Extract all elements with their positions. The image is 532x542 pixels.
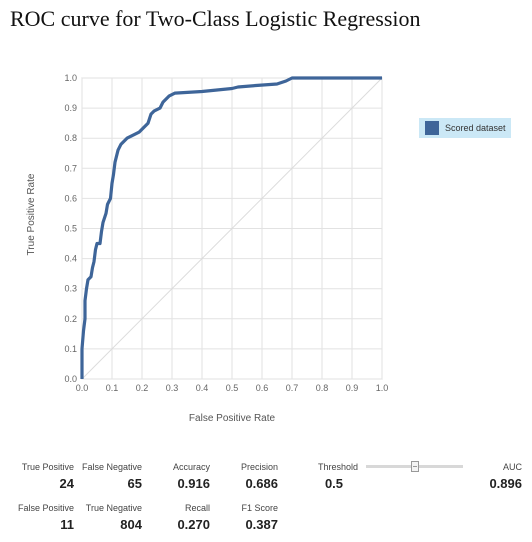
y-tick-label: 1.0	[64, 73, 77, 83]
metric-value: 0.916	[177, 476, 210, 491]
metric-label: Precision	[240, 462, 278, 472]
metric-precision: Precision 0.686	[228, 462, 278, 491]
roc-series-line	[80, 76, 382, 379]
threshold-slider[interactable]	[366, 461, 463, 473]
y-tick-label: 0.0	[64, 374, 77, 384]
metric-value: 65	[127, 476, 142, 491]
y-tick-label: 0.5	[64, 224, 77, 234]
x-tick-label: 0.4	[196, 383, 209, 393]
diagonal-reference-line	[81, 77, 383, 380]
x-tick-label: 1.0	[376, 383, 389, 393]
metric-label: True Negative	[85, 503, 142, 513]
legend-item-scored-dataset[interactable]: Scored dataset	[419, 118, 511, 138]
metric-label: Accuracy	[172, 462, 210, 472]
y-axis-label: True Positive Rate	[26, 173, 37, 255]
legend-swatch	[425, 121, 439, 135]
chart-title: ROC curve for Two-Class Logistic Regress…	[10, 6, 421, 31]
x-tick-label: 0.8	[316, 383, 329, 393]
x-tick-label: 0.0	[76, 383, 89, 393]
y-tick-label: 0.1	[64, 344, 77, 354]
metric-value: 0.5	[324, 476, 344, 491]
metric-value: 0.387	[245, 517, 278, 532]
slider-thumb[interactable]	[410, 461, 419, 472]
y-tick-label: 0.6	[64, 193, 77, 203]
metric-accuracy: Accuracy 0.916	[160, 462, 210, 491]
metric-true-negative: True Negative 804	[80, 503, 142, 532]
metric-f1-score: F1 Score 0.387	[228, 503, 278, 532]
y-tick-label: 0.4	[64, 254, 77, 264]
x-tick-label: 0.9	[346, 383, 359, 393]
metric-value: 11	[60, 517, 74, 532]
y-tick-label: 0.7	[64, 163, 77, 173]
x-tick-label: 0.6	[256, 383, 269, 393]
x-tick-label: 0.5	[226, 383, 239, 393]
x-tick-label: 0.7	[286, 383, 299, 393]
metric-false-positive: False Positive 11	[14, 503, 74, 532]
metric-label: False Negative	[81, 462, 142, 472]
metric-false-negative: False Negative 65	[80, 462, 142, 491]
metric-label: Recall	[184, 503, 210, 513]
metric-true-positive: True Positive 24	[18, 462, 74, 491]
y-tick-label: 0.3	[64, 284, 77, 294]
x-tick-label: 0.2	[136, 383, 149, 393]
metric-value: 0.686	[245, 476, 278, 491]
metric-label: F1 Score	[241, 503, 278, 513]
y-tick-label: 0.9	[64, 103, 77, 113]
metric-label: True Positive	[21, 462, 74, 472]
y-tick-label: 0.2	[64, 314, 77, 324]
metric-value: 0.896	[489, 476, 522, 491]
metric-value: 24	[59, 476, 74, 491]
metric-label: AUC	[502, 462, 522, 472]
x-tick-label: 0.1	[106, 383, 119, 393]
metric-threshold: Threshold 0.5	[310, 462, 358, 491]
metric-label: Threshold	[317, 462, 358, 472]
metric-recall: Recall 0.270	[160, 503, 210, 532]
metric-value: 0.270	[177, 517, 210, 532]
metric-auc: AUC 0.896	[472, 462, 522, 491]
roc-chart: 0.0 0.1 0.2 0.3 0.4 0.5 0.6 0.7 0.8 0.9 1.0 0.0 0.1 0…	[26, 73, 389, 424]
x-axis-label: False Positive Rate	[189, 413, 276, 424]
x-tick-label: 0.3	[166, 383, 179, 393]
metric-label: False Positive	[17, 503, 74, 513]
metric-value: 804	[120, 517, 142, 532]
legend-label: Scored dataset	[445, 123, 506, 133]
y-tick-label: 0.8	[64, 133, 77, 143]
